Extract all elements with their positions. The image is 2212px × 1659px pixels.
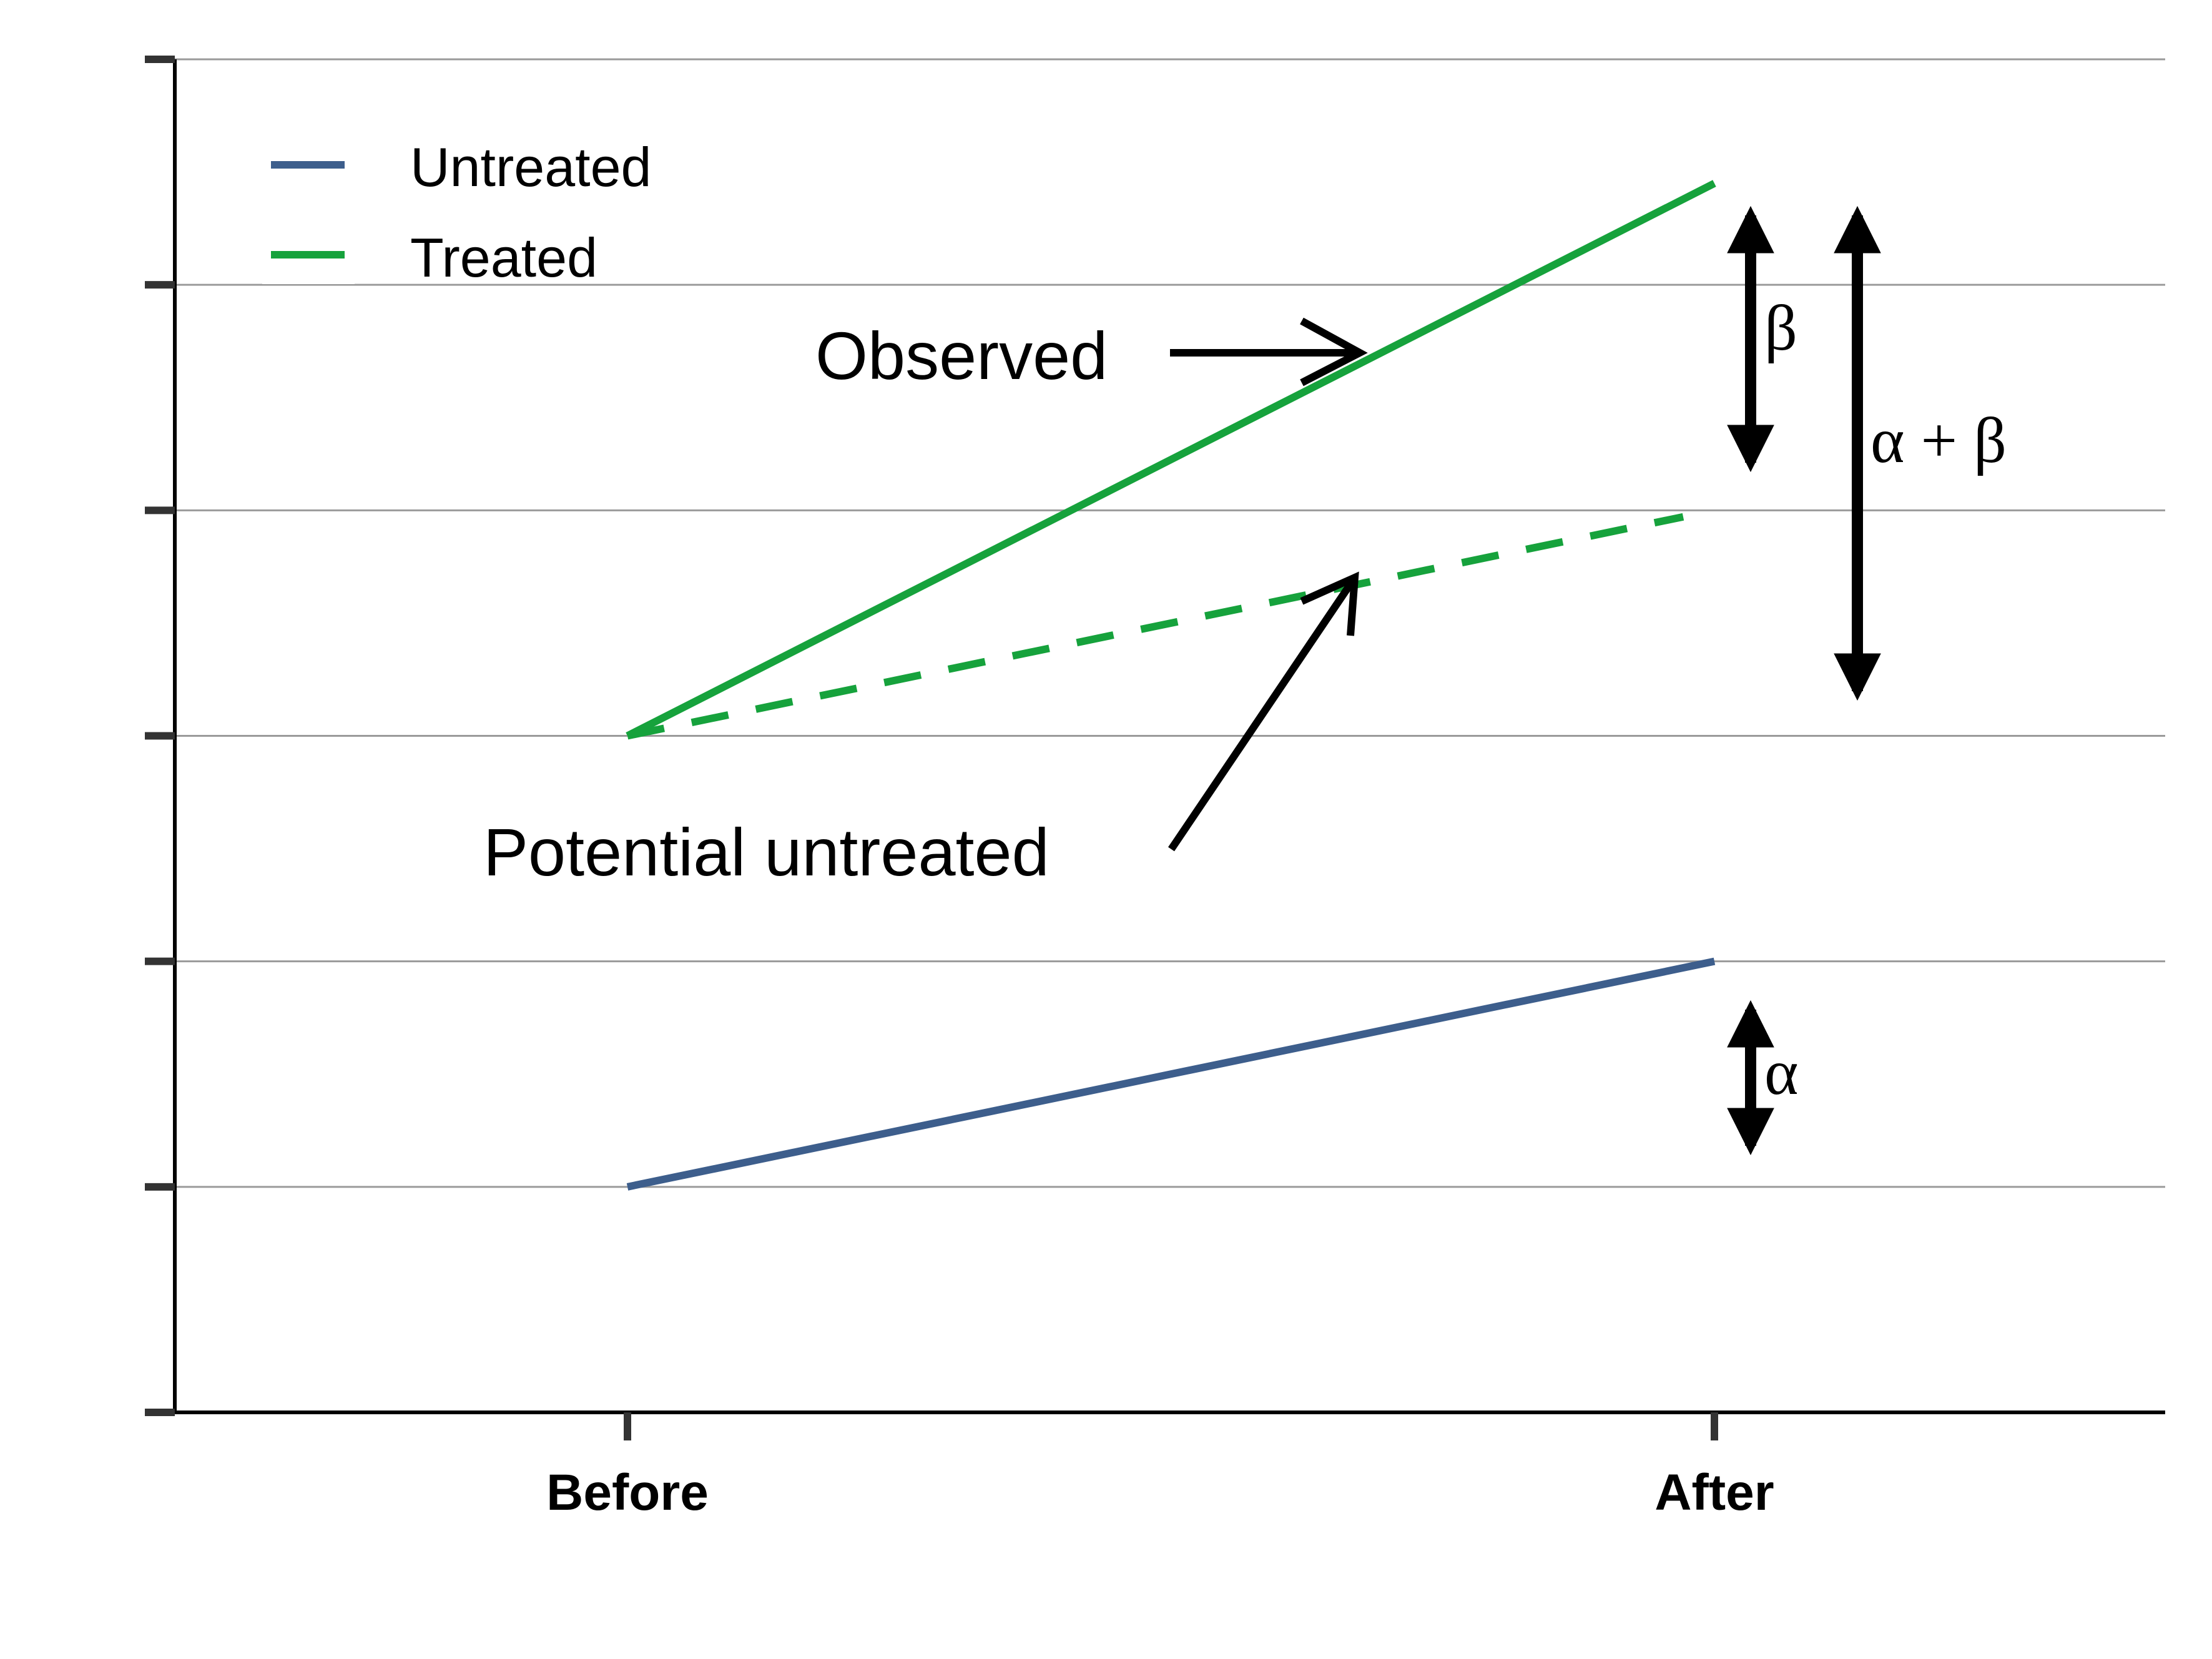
legend-background <box>262 125 355 284</box>
potential-untreated-label: Potential untreated <box>483 814 1049 890</box>
treated-observed-line <box>626 180 1716 739</box>
untreated-line <box>626 957 1716 1191</box>
legend-label-treated: Treated <box>410 227 597 288</box>
observed-arrowhead <box>1300 317 1368 386</box>
legend-label-untreated: Untreated <box>410 136 651 198</box>
alpha-plus-beta-label: α + β <box>1870 405 2007 476</box>
potential-untreated-arrow <box>1168 575 1358 852</box>
x-tick-label-after: After <box>1654 1464 1774 1521</box>
beta-label: β <box>1764 292 1797 364</box>
annotations: Observed Potential untreated β α + β α <box>483 205 2007 1156</box>
potential-untreated-arrowhead <box>1300 571 1359 636</box>
series-lines <box>626 180 1716 1191</box>
x-ticks: Before After <box>546 1412 1774 1521</box>
legend: Untreated Treated <box>262 125 651 288</box>
treated-counterfactual-line <box>626 513 1684 740</box>
x-tick-label-before: Before <box>546 1464 709 1521</box>
alpha-label: α <box>1764 1036 1799 1108</box>
axes <box>145 56 2165 1416</box>
gridlines <box>175 58 2165 1188</box>
observed-label: Observed <box>815 318 1108 393</box>
